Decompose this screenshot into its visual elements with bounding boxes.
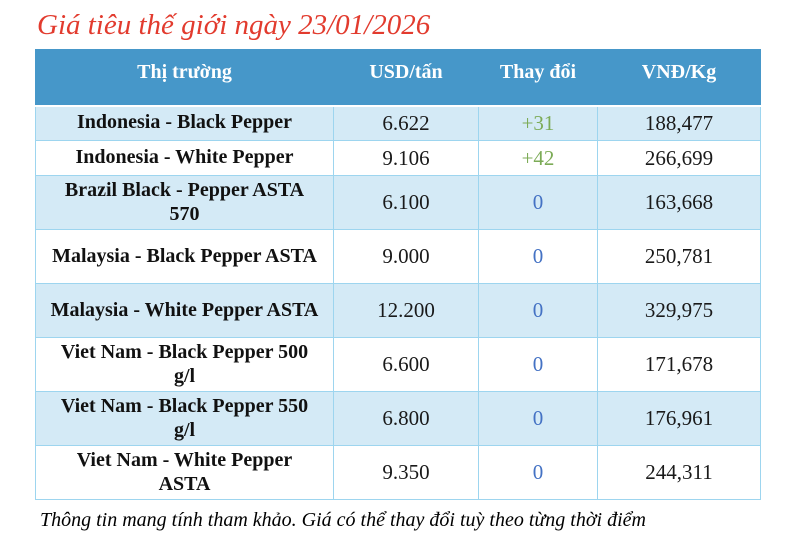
usd-cell: 6.600 — [333, 337, 479, 392]
market-cell: Viet Nam - Black Pepper 550 g/l — [35, 391, 334, 446]
column-header-market: Thị trường — [35, 49, 334, 107]
column-header-vnd: VNĐ/Kg — [597, 49, 761, 107]
change-cell: 0 — [478, 445, 598, 500]
table-row: Brazil Black - Pepper ASTA 570 6.100 0 1… — [35, 175, 761, 230]
usd-cell: 9.106 — [333, 140, 479, 176]
change-cell: 0 — [478, 229, 598, 284]
table-header: Thị trường USD/tấn Thay đổi VNĐ/Kg — [35, 49, 761, 107]
vnd-cell: 266,699 — [597, 140, 761, 176]
vnd-cell: 163,668 — [597, 175, 761, 230]
market-cell: Indonesia - Black Pepper — [35, 105, 334, 141]
disclaimer-footnote: Thông tin mang tính tham khảo. Giá có th… — [40, 509, 646, 531]
change-cell: +31 — [478, 105, 598, 141]
usd-cell: 9.000 — [333, 229, 479, 284]
table-row: Viet Nam - White Pepper ASTA 9.350 0 244… — [35, 445, 761, 500]
table-body: Indonesia - Black Pepper 6.622 +31 188,4… — [35, 105, 761, 500]
pepper-price-table: Thị trường USD/tấn Thay đổi VNĐ/Kg Indon… — [35, 49, 761, 500]
table-row: Indonesia - White Pepper 9.106 +42 266,6… — [35, 140, 761, 176]
usd-cell: 6.800 — [333, 391, 479, 446]
table-row: Viet Nam - Black Pepper 550 g/l 6.800 0 … — [35, 391, 761, 446]
change-cell: 0 — [478, 337, 598, 392]
market-cell: Malaysia - White Pepper ASTA — [35, 283, 334, 338]
vnd-cell: 176,961 — [597, 391, 761, 446]
change-cell: 0 — [478, 391, 598, 446]
header-row: Thị trường USD/tấn Thay đổi VNĐ/Kg — [35, 49, 761, 107]
vnd-cell: 329,975 — [597, 283, 761, 338]
vnd-cell: 188,477 — [597, 105, 761, 141]
market-cell: Malaysia - Black Pepper ASTA — [35, 229, 334, 284]
market-cell: Brazil Black - Pepper ASTA 570 — [35, 175, 334, 230]
table-row: Viet Nam - Black Pepper 500 g/l 6.600 0 … — [35, 337, 761, 392]
change-cell: 0 — [478, 283, 598, 338]
page-title: Giá tiêu thế giới ngày 23/01/2026 — [37, 9, 431, 41]
market-cell: Viet Nam - White Pepper ASTA — [35, 445, 334, 500]
market-cell: Indonesia - White Pepper — [35, 140, 334, 176]
column-header-usd: USD/tấn — [333, 49, 479, 107]
table-row: Malaysia - Black Pepper ASTA 9.000 0 250… — [35, 229, 761, 284]
table-row: Indonesia - Black Pepper 6.622 +31 188,4… — [35, 105, 761, 141]
column-header-change: Thay đổi — [478, 49, 598, 107]
vnd-cell: 250,781 — [597, 229, 761, 284]
table-row: Malaysia - White Pepper ASTA 12.200 0 32… — [35, 283, 761, 338]
usd-cell: 6.622 — [333, 105, 479, 141]
vnd-cell: 171,678 — [597, 337, 761, 392]
change-cell: 0 — [478, 175, 598, 230]
change-cell: +42 — [478, 140, 598, 176]
market-cell: Viet Nam - Black Pepper 500 g/l — [35, 337, 334, 392]
usd-cell: 12.200 — [333, 283, 479, 338]
vnd-cell: 244,311 — [597, 445, 761, 500]
usd-cell: 6.100 — [333, 175, 479, 230]
usd-cell: 9.350 — [333, 445, 479, 500]
